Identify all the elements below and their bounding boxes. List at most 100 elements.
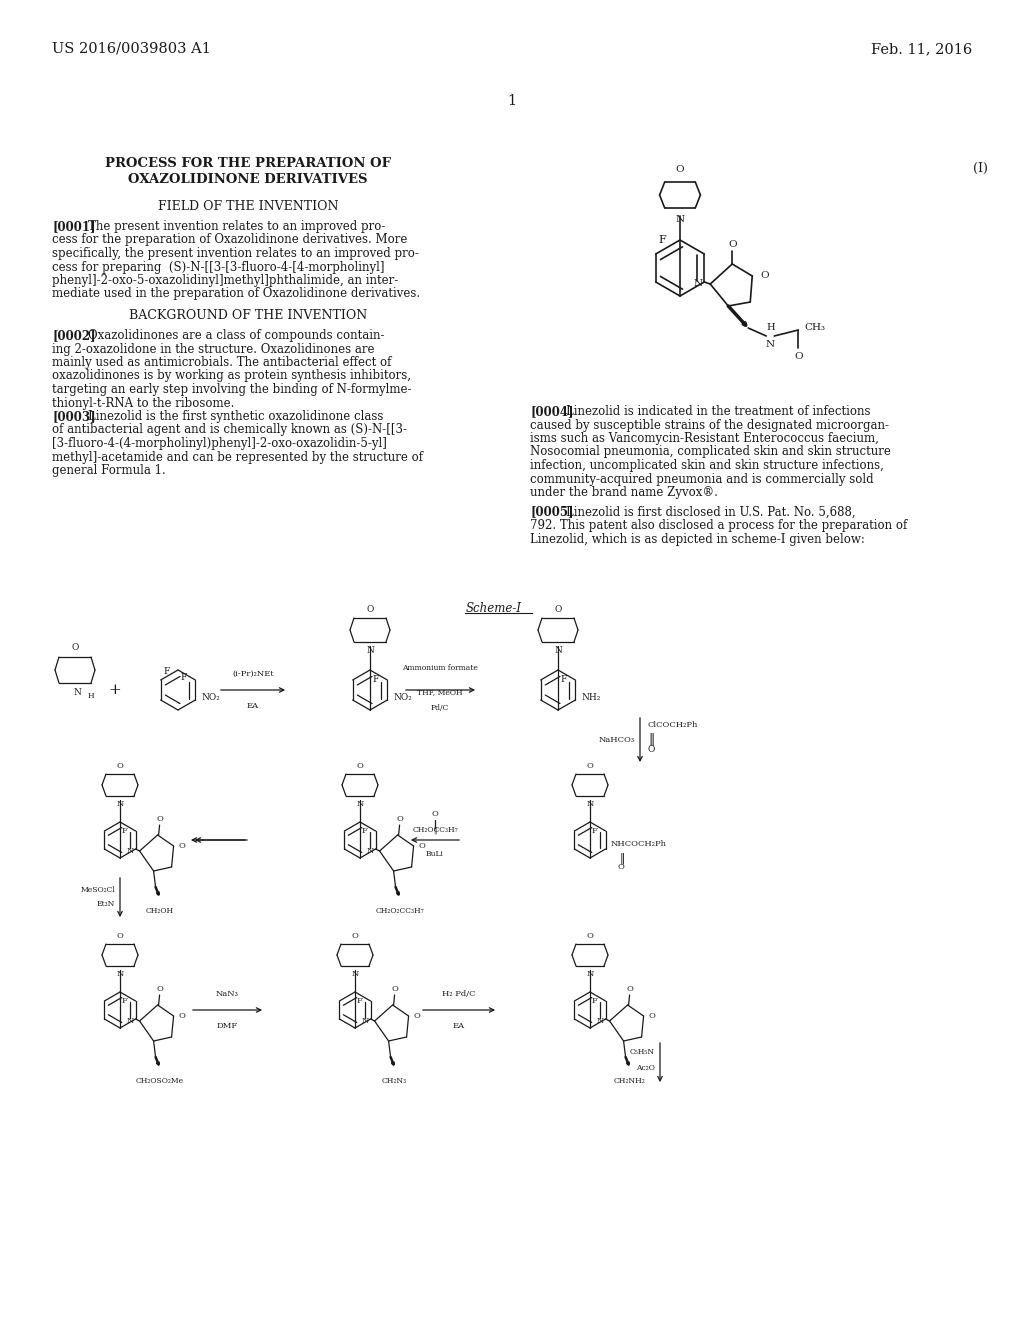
- Text: N: N: [587, 800, 594, 808]
- Text: O: O: [617, 863, 625, 871]
- Text: O: O: [414, 1012, 421, 1020]
- Text: ing 2-oxazolidone in the structure. Oxazolidinones are: ing 2-oxazolidone in the structure. Oxaz…: [52, 342, 375, 355]
- Text: H: H: [88, 692, 94, 700]
- Text: O: O: [351, 932, 358, 940]
- Text: The present invention relates to an improved pro-: The present invention relates to an impr…: [88, 220, 385, 234]
- Text: [3-fluoro-4-(4-morpholinyl)phenyl]-2-oxo-oxazolidin-5-yl]: [3-fluoro-4-(4-morpholinyl)phenyl]-2-oxo…: [52, 437, 387, 450]
- Text: O: O: [760, 272, 769, 281]
- Text: O: O: [648, 744, 655, 754]
- Text: N: N: [356, 800, 364, 808]
- Text: DMF: DMF: [216, 1022, 238, 1030]
- Text: O: O: [419, 842, 425, 850]
- Text: CH₂NH₂: CH₂NH₂: [613, 1077, 645, 1085]
- Text: Linezolid is first disclosed in U.S. Pat. No. 5,688,: Linezolid is first disclosed in U.S. Pat…: [566, 506, 856, 519]
- Text: NaN₃: NaN₃: [216, 990, 239, 998]
- Text: H₂ Pd/C: H₂ Pd/C: [442, 990, 476, 998]
- Text: caused by susceptible strains of the designated microorgan-: caused by susceptible strains of the des…: [530, 418, 889, 432]
- Text: O: O: [356, 762, 364, 770]
- Text: Oxazolidinones are a class of compounds contain-: Oxazolidinones are a class of compounds …: [88, 329, 384, 342]
- Text: N: N: [361, 1016, 369, 1026]
- Text: NaHCO₃: NaHCO₃: [599, 737, 635, 744]
- Text: N: N: [766, 341, 775, 348]
- Text: Feb. 11, 2016: Feb. 11, 2016: [870, 42, 972, 55]
- Text: community-acquired pneumonia and is commercially sold: community-acquired pneumonia and is comm…: [530, 473, 873, 486]
- Text: F: F: [164, 668, 170, 676]
- Text: BACKGROUND OF THE INVENTION: BACKGROUND OF THE INVENTION: [129, 309, 368, 322]
- Text: O: O: [367, 605, 374, 614]
- Text: O: O: [156, 985, 163, 993]
- Text: F: F: [373, 676, 379, 685]
- Text: F: F: [561, 676, 567, 685]
- Text: O: O: [676, 165, 684, 174]
- Text: CH₂OCC₃H₇: CH₂OCC₃H₇: [413, 826, 458, 834]
- Text: mainly used as antimicrobials. The antibacterial effect of: mainly used as antimicrobials. The antib…: [52, 356, 391, 370]
- Text: specifically, the present invention relates to an improved pro-: specifically, the present invention rela…: [52, 247, 419, 260]
- Text: Scheme-I: Scheme-I: [466, 602, 522, 615]
- Text: F: F: [122, 828, 128, 836]
- Text: general Formula 1.: general Formula 1.: [52, 465, 166, 477]
- Text: [0002]: [0002]: [52, 329, 95, 342]
- Text: isms such as Vancomycin-Resistant Enterococcus faecium,: isms such as Vancomycin-Resistant Entero…: [530, 432, 879, 445]
- Text: O: O: [178, 1012, 185, 1020]
- Text: mediate used in the preparation of Oxazolidinone derivatives.: mediate used in the preparation of Oxazo…: [52, 288, 420, 301]
- Text: Et₃N: Et₃N: [96, 900, 115, 908]
- Text: 1: 1: [508, 94, 516, 108]
- Text: OXAZOLIDINONE DERIVATIVES: OXAZOLIDINONE DERIVATIVES: [128, 173, 368, 186]
- Text: MeSO₂Cl: MeSO₂Cl: [80, 886, 115, 894]
- Text: PROCESS FOR THE PREPARATION OF: PROCESS FOR THE PREPARATION OF: [105, 157, 391, 170]
- Text: O: O: [794, 352, 803, 360]
- Text: CH₂OSO₂Me: CH₂OSO₂Me: [135, 1077, 183, 1085]
- Text: O: O: [391, 985, 398, 993]
- Text: thionyl-t-RNA to the ribosome.: thionyl-t-RNA to the ribosome.: [52, 396, 234, 409]
- Text: O: O: [626, 985, 633, 993]
- Text: F: F: [592, 828, 598, 836]
- Text: O: O: [554, 605, 562, 614]
- Text: F: F: [658, 235, 666, 246]
- Text: ‖: ‖: [620, 853, 625, 863]
- Text: THF, MeOH: THF, MeOH: [417, 688, 463, 696]
- Text: cess for preparing  (S)-N-[[3-[3-fluoro-4-[4-morpholinyl]: cess for preparing (S)-N-[[3-[3-fluoro-4…: [52, 260, 384, 273]
- Text: CH₃: CH₃: [804, 323, 825, 333]
- Text: O: O: [117, 762, 124, 770]
- Text: N: N: [596, 1016, 603, 1026]
- Text: [0003]: [0003]: [52, 411, 95, 422]
- Text: CH₂OH: CH₂OH: [145, 907, 174, 915]
- Text: F: F: [356, 997, 362, 1005]
- Text: N: N: [126, 847, 133, 855]
- Text: CH₂N₃: CH₂N₃: [382, 1077, 408, 1085]
- Text: O: O: [396, 814, 403, 822]
- Text: phenyl]-2-oxo-5-oxazolidinyl]methyl]phthalimide, an inter-: phenyl]-2-oxo-5-oxazolidinyl]methyl]phth…: [52, 275, 398, 286]
- Text: O: O: [431, 810, 438, 818]
- Text: ClCOCH₂Ph: ClCOCH₂Ph: [648, 721, 698, 729]
- Text: N: N: [587, 970, 594, 978]
- Text: N: N: [366, 645, 374, 655]
- Text: methyl]-acetamide and can be represented by the structure of: methyl]-acetamide and can be represented…: [52, 450, 423, 463]
- Text: N: N: [117, 970, 124, 978]
- Text: ‖: ‖: [648, 733, 654, 746]
- Text: N: N: [126, 1016, 133, 1026]
- Text: [0004]: [0004]: [530, 405, 573, 418]
- Text: O: O: [178, 842, 185, 850]
- Text: of antibacterial agent and is chemically known as (S)-N-[[3-: of antibacterial agent and is chemically…: [52, 424, 407, 437]
- Text: [0001]: [0001]: [52, 220, 95, 234]
- Text: O: O: [117, 932, 124, 940]
- Text: N: N: [693, 280, 702, 289]
- Text: NO₂: NO₂: [202, 693, 220, 702]
- Text: N: N: [367, 847, 374, 855]
- Text: cess for the preparation of Oxazolidinone derivatives. More: cess for the preparation of Oxazolidinon…: [52, 234, 408, 247]
- Text: EA: EA: [453, 1022, 465, 1030]
- Text: NHCOCH₂Ph: NHCOCH₂Ph: [610, 840, 667, 847]
- Text: N: N: [676, 215, 685, 224]
- Text: Linezolid, which is as depicted in scheme-I given below:: Linezolid, which is as depicted in schem…: [530, 532, 865, 545]
- Text: Nosocomial pneumonia, complicated skin and skin structure: Nosocomial pneumonia, complicated skin a…: [530, 446, 891, 458]
- Text: F: F: [361, 828, 368, 836]
- Text: under the brand name Zyvox®.: under the brand name Zyvox®.: [530, 486, 718, 499]
- Text: N: N: [554, 645, 562, 655]
- Text: F: F: [181, 673, 187, 682]
- Text: N: N: [73, 688, 81, 697]
- Text: NH₂: NH₂: [582, 693, 601, 702]
- Text: FIELD OF THE INVENTION: FIELD OF THE INVENTION: [158, 201, 338, 213]
- Text: BuLi: BuLi: [426, 850, 444, 858]
- Text: Ammonium formate: Ammonium formate: [402, 664, 478, 672]
- Text: oxazolidinones is by working as protein synthesis inhibitors,: oxazolidinones is by working as protein …: [52, 370, 411, 383]
